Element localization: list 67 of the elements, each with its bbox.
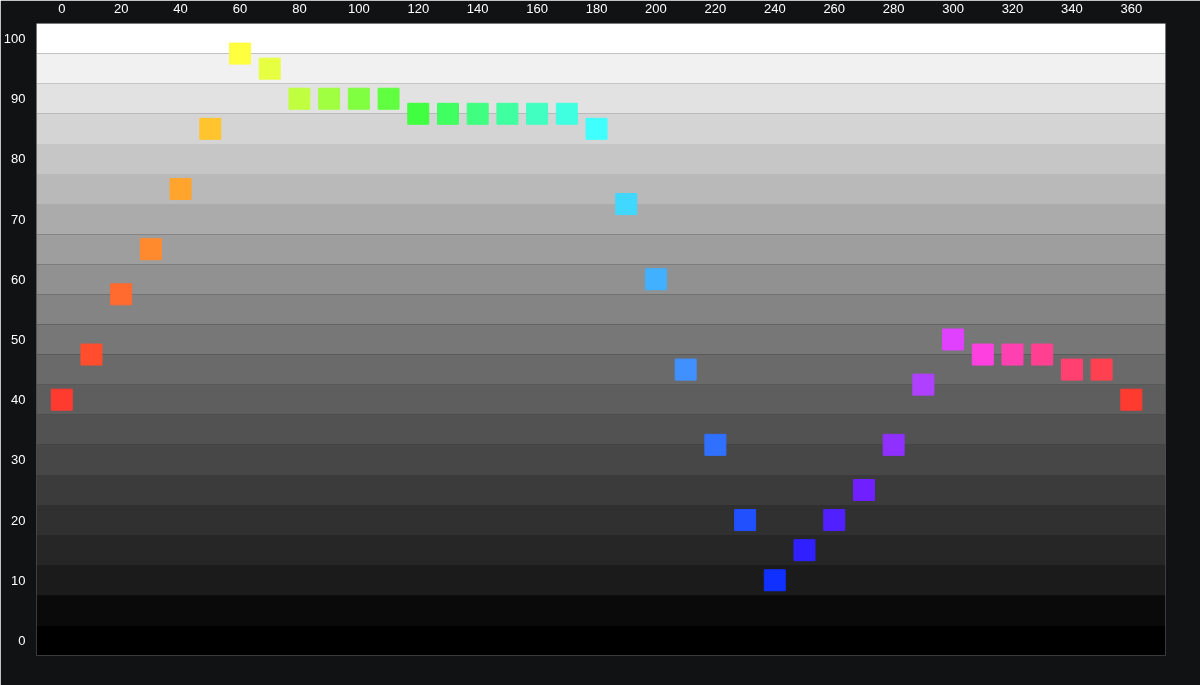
point — [169, 178, 192, 201]
y-tick-label: 40 — [11, 392, 26, 408]
x-tick-label: 20 — [113, 0, 129, 16]
y-tick-label: 80 — [11, 151, 26, 167]
point — [258, 57, 281, 80]
point — [734, 509, 757, 532]
y-tick-label: 60 — [11, 271, 26, 287]
point — [763, 569, 786, 592]
point — [793, 539, 816, 562]
point — [1001, 343, 1024, 366]
point — [50, 388, 73, 411]
x-tick-label: 220 — [704, 0, 727, 16]
point — [229, 42, 252, 65]
point — [466, 102, 489, 125]
x-tick-label: 80 — [292, 0, 307, 16]
point — [644, 268, 667, 291]
x-tick-label: 100 — [348, 0, 370, 16]
point — [110, 283, 133, 306]
point — [139, 238, 162, 261]
point — [971, 343, 994, 366]
y-tick-label: 90 — [11, 91, 26, 107]
x-tick-label: 200 — [645, 0, 667, 16]
x-tick-label: 60 — [232, 0, 248, 16]
point — [1120, 388, 1143, 411]
x-tick-label: 160 — [526, 0, 548, 16]
y-tick-label: 30 — [11, 452, 26, 468]
point — [407, 102, 430, 125]
y-tick-label: 20 — [11, 512, 26, 528]
point — [823, 509, 846, 532]
point — [318, 87, 341, 110]
point — [704, 433, 727, 456]
y-tick-label: 10 — [11, 572, 26, 588]
x-tick-label: 260 — [823, 0, 846, 16]
y-tick-label: 50 — [11, 332, 26, 347]
point — [942, 328, 965, 351]
point — [882, 433, 905, 456]
y-tick-label: 0 — [18, 632, 26, 648]
x-tick-label: 180 — [585, 0, 608, 16]
x-tick-label: 240 — [763, 0, 786, 16]
x-tick-label: 140 — [466, 0, 489, 16]
y-tick-label: 100 — [3, 31, 26, 47]
point — [80, 343, 103, 366]
point — [1031, 343, 1054, 366]
x-tick-label: 300 — [942, 0, 964, 16]
point — [496, 102, 519, 125]
point — [1090, 358, 1113, 381]
point — [288, 87, 311, 110]
x-tick-label: 360 — [1120, 0, 1143, 16]
point — [377, 87, 400, 110]
point — [585, 117, 608, 140]
point — [555, 102, 578, 125]
point — [526, 102, 549, 125]
point — [912, 373, 935, 396]
point — [199, 117, 222, 140]
point — [674, 358, 697, 381]
point — [615, 193, 638, 216]
x-tick-label: 320 — [1001, 0, 1024, 16]
x-tick-label: 40 — [173, 0, 188, 16]
x-tick-label: 120 — [407, 0, 430, 16]
point — [436, 102, 459, 125]
x-tick-label: 280 — [882, 0, 905, 16]
point — [1060, 358, 1083, 381]
y-tick-label: 70 — [11, 211, 26, 227]
x-tick-label: 340 — [1061, 0, 1083, 16]
x-tick-label: 0 — [58, 0, 66, 16]
point — [852, 478, 875, 501]
point — [347, 87, 370, 110]
